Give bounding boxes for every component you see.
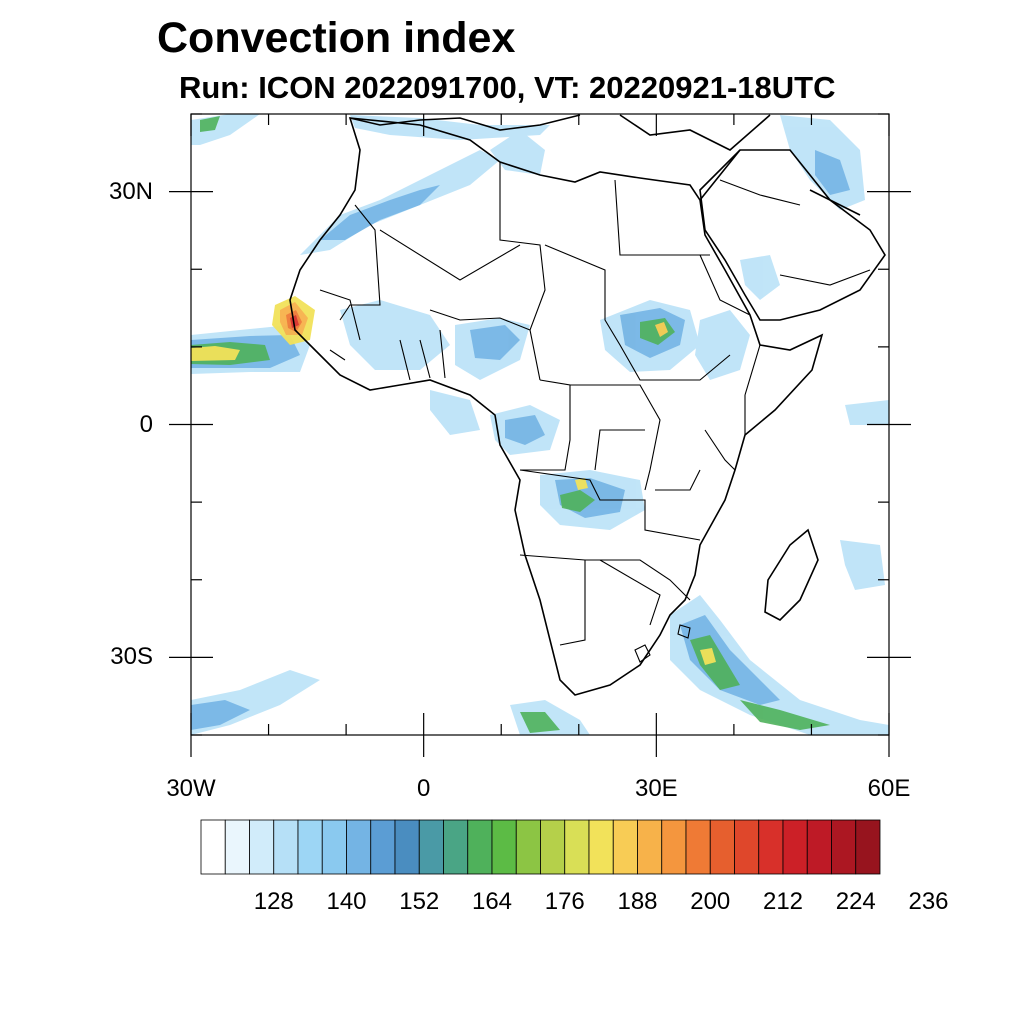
- colorbar-label: 224: [835, 888, 876, 915]
- colorbar-cell: [491, 819, 517, 875]
- lon-label: 60E: [867, 775, 911, 802]
- lon-label: 30W: [166, 775, 216, 802]
- colorbar-label: 164: [471, 888, 513, 915]
- colorbar: [200, 819, 881, 875]
- colorbar-cell: [758, 819, 784, 875]
- colorbar-label: 200: [690, 888, 731, 915]
- chart-title: Convection index: [157, 14, 516, 62]
- colorbar-cell: [249, 819, 275, 875]
- colorbar-cell: [515, 819, 541, 875]
- colorbar-cell: [297, 819, 323, 875]
- colorbar-label: 188: [617, 888, 658, 915]
- colorbar-cell: [224, 819, 250, 875]
- colorbar-cell: [346, 819, 372, 875]
- colorbar-cell: [831, 819, 857, 875]
- colorbar-cell: [806, 819, 832, 875]
- colorbar-label: 236: [908, 888, 949, 915]
- colorbar-label: 212: [762, 888, 804, 915]
- colorbar-cell: [443, 819, 469, 875]
- coastlines: [289, 114, 886, 696]
- colorbar-cell: [709, 819, 735, 875]
- colorbar-cell: [612, 819, 638, 875]
- colorbar-cell: [540, 819, 566, 875]
- colorbar-cell: [637, 819, 663, 875]
- chart-subtitle: Run: ICON 2022091700, VT: 20220921-18UTC: [179, 70, 836, 105]
- colorbar-cell: [734, 819, 760, 875]
- colorbar-cell: [782, 819, 808, 875]
- lat-label: 30S: [110, 643, 153, 671]
- lon-label: 30E: [634, 775, 678, 802]
- colorbar-cell: [273, 819, 299, 875]
- colorbar-cell: [321, 819, 347, 875]
- colorbar-cell: [661, 819, 687, 875]
- lat-label: 30N: [108, 177, 153, 205]
- colorbar-label: 140: [326, 888, 367, 915]
- colorbar-label: 128: [253, 888, 294, 915]
- colorbar-cell: [564, 819, 590, 875]
- colorbar-cell: [588, 819, 614, 875]
- colorbar-label: 152: [399, 888, 440, 915]
- colorbar-cell: [467, 819, 493, 875]
- colorbar-label: 176: [544, 888, 585, 915]
- colorbar-cell: [200, 819, 226, 875]
- colorbar-cell: [685, 819, 711, 875]
- lat-label: 0: [139, 410, 153, 438]
- axis-ticks: [169, 113, 911, 757]
- country-borders: [319, 162, 871, 663]
- colorbar-cell: [370, 819, 396, 875]
- colorbar-cell: [394, 819, 420, 875]
- colorbar-cell: [418, 819, 444, 875]
- convection-field: [191, 114, 889, 735]
- lon-label: 0: [416, 775, 431, 802]
- colorbar-cell: [855, 819, 881, 875]
